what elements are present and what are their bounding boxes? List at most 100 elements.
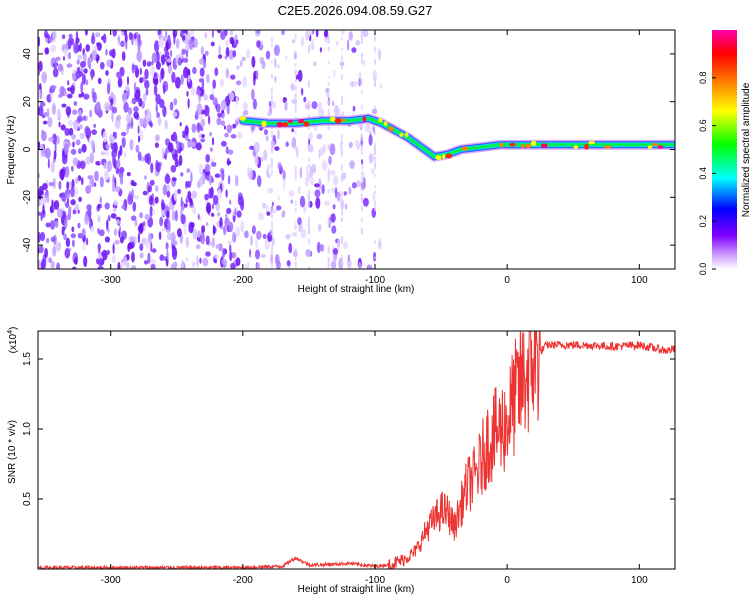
heatmap-cell [49, 205, 54, 214]
heatmap-cell [229, 199, 232, 205]
heatmap-cell [318, 148, 321, 159]
heatmap-cell [341, 218, 343, 221]
heatmap-cell [327, 168, 330, 176]
heatmap-cell [294, 166, 297, 173]
heatmap-cell [111, 254, 116, 263]
heatmap-cell [196, 103, 203, 115]
heatmap-cell [230, 74, 236, 80]
heatmap-cell [360, 217, 363, 222]
heatmap-cell [321, 184, 325, 195]
heatmap-cell [180, 172, 184, 177]
snr-y-label: SNR (10 * v/v) [7, 420, 18, 484]
heatmap-cell [182, 35, 186, 42]
heatmap-cell [181, 260, 185, 269]
heatmap-cell [144, 175, 147, 180]
heatmap-cell [190, 198, 193, 207]
heatmap-cell [86, 237, 89, 246]
heatmap-cell [113, 200, 119, 206]
heatmap-cell [374, 190, 376, 194]
heatmap-cell [251, 56, 256, 68]
heatmap-cell [105, 149, 109, 156]
heatmap-cell [44, 190, 49, 199]
x-tick-label: 100 [631, 575, 648, 586]
heatmap-cell [294, 224, 297, 230]
heatmap-cell [144, 68, 149, 80]
heatmap-cell [251, 225, 256, 235]
heatmap-cell [63, 56, 65, 61]
heatmap-cell [270, 73, 273, 77]
heatmap-cell [200, 118, 206, 127]
heatmap-cell [307, 149, 310, 153]
heatmap-cell [38, 231, 41, 243]
heatmap-cell [244, 263, 248, 269]
x-tick-label: -200 [233, 275, 253, 286]
heatmap-cell [314, 189, 321, 198]
heatmap-cell [353, 81, 359, 87]
heatmap-cell [294, 231, 297, 237]
heatmap-cell [137, 44, 141, 53]
y-tick-label: 1.0 [22, 422, 33, 436]
heatmap-cell [83, 93, 90, 100]
heatmap-cell [270, 261, 273, 265]
heatmap-cell [167, 64, 173, 74]
heatmap-cell [351, 47, 357, 53]
heatmap-cell [360, 188, 363, 191]
heatmap-cell [226, 208, 232, 214]
heatmap-cell [68, 119, 74, 127]
heatmap-cell [229, 251, 233, 262]
heatmap-cell [290, 83, 295, 91]
heatmap-cell [200, 126, 204, 132]
heatmap-cell [341, 48, 343, 51]
heatmap-cell [204, 193, 210, 201]
heatmap-cell [227, 175, 231, 185]
heatmap-cell [299, 195, 306, 208]
heatmap-cell [270, 214, 273, 218]
snr-x-ticks: -300 -200 -100 0 100 [101, 331, 648, 586]
heatmap-cell [175, 38, 180, 49]
heatmap-cell [228, 221, 234, 232]
heatmap-cell [132, 182, 137, 187]
heatmap-cell [360, 197, 363, 204]
heatmap-cell [227, 149, 234, 155]
heatmap-cell [270, 158, 273, 162]
heatmap-cell [229, 91, 235, 101]
heatmap-cell [114, 239, 120, 245]
heatmap-cell [225, 189, 228, 198]
ridge-peak [303, 121, 310, 127]
heatmap-cell [311, 30, 315, 35]
heatmap-cell [89, 54, 92, 59]
heatmap-cell [291, 128, 295, 133]
heatmap-cell [112, 30, 117, 37]
heatmap-cell [119, 66, 125, 77]
heatmap-cell [191, 123, 197, 133]
heatmap-cell [335, 40, 339, 46]
heatmap-cell [234, 175, 239, 187]
heatmap-cell [276, 64, 281, 69]
heatmap-cell [307, 145, 310, 151]
heatmap-cell [158, 231, 162, 241]
heatmap-cell [206, 73, 210, 84]
heatmap-cell [208, 188, 212, 199]
heatmap-cell [332, 248, 339, 255]
heatmap-cell [274, 146, 280, 151]
heatmap-cell [50, 260, 55, 269]
heatmap-cell [374, 162, 376, 166]
heatmap-cell [192, 206, 197, 214]
heatmap-cell [151, 52, 158, 63]
heatmap-cell [133, 194, 139, 200]
heatmap-cell [360, 228, 363, 235]
heatmap-cell [186, 180, 192, 188]
ridge-band [241, 116, 675, 159]
heatmap-cell [81, 143, 87, 153]
heatmap-cell [374, 75, 376, 83]
heatmap-cell [329, 169, 336, 176]
heatmap-cell [161, 148, 165, 159]
heatmap-cell [144, 153, 149, 164]
heatmap-cell [256, 230, 262, 240]
heatmap-cell [38, 173, 41, 178]
heatmap-cell [174, 210, 178, 222]
heatmap-cell [185, 237, 190, 248]
heatmap-cell [307, 238, 310, 245]
heatmap-cell [352, 105, 356, 112]
heatmap-cell [291, 232, 296, 237]
